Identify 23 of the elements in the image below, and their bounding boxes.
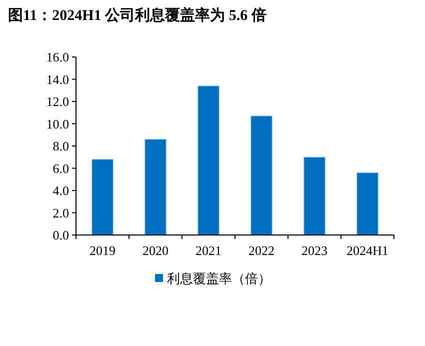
bar [92,159,114,236]
y-tick-label: 0.0 [52,228,69,242]
bar [250,116,272,236]
x-tick-label: 2021 [196,243,222,258]
y-tick-label: 12.0 [46,94,69,109]
y-tick-label: 8.0 [52,138,69,154]
y-tick-label: 16.0 [46,50,69,64]
y-tick-label: 10.0 [46,116,69,132]
bar [144,139,166,236]
bar [304,156,326,236]
y-tick-label: 4.0 [52,183,69,198]
x-tick-label: 2022 [248,243,274,258]
y-tick-label: 14.0 [46,72,69,87]
x-tick-label: 2019 [90,243,116,258]
chart-title: 图11：2024H1 公司利息覆盖率为 5.6 倍 [8,6,266,24]
bar [356,172,378,236]
y-tick-label: 2.0 [52,205,69,220]
x-tick-label: 2020 [142,243,168,258]
x-tick-label: 2024H1 [346,243,388,258]
y-tick-label: 6.0 [52,160,69,176]
legend-label: 利息覆盖率（倍） [167,271,271,286]
bar [198,86,220,236]
x-tick-label: 2023 [302,243,328,258]
